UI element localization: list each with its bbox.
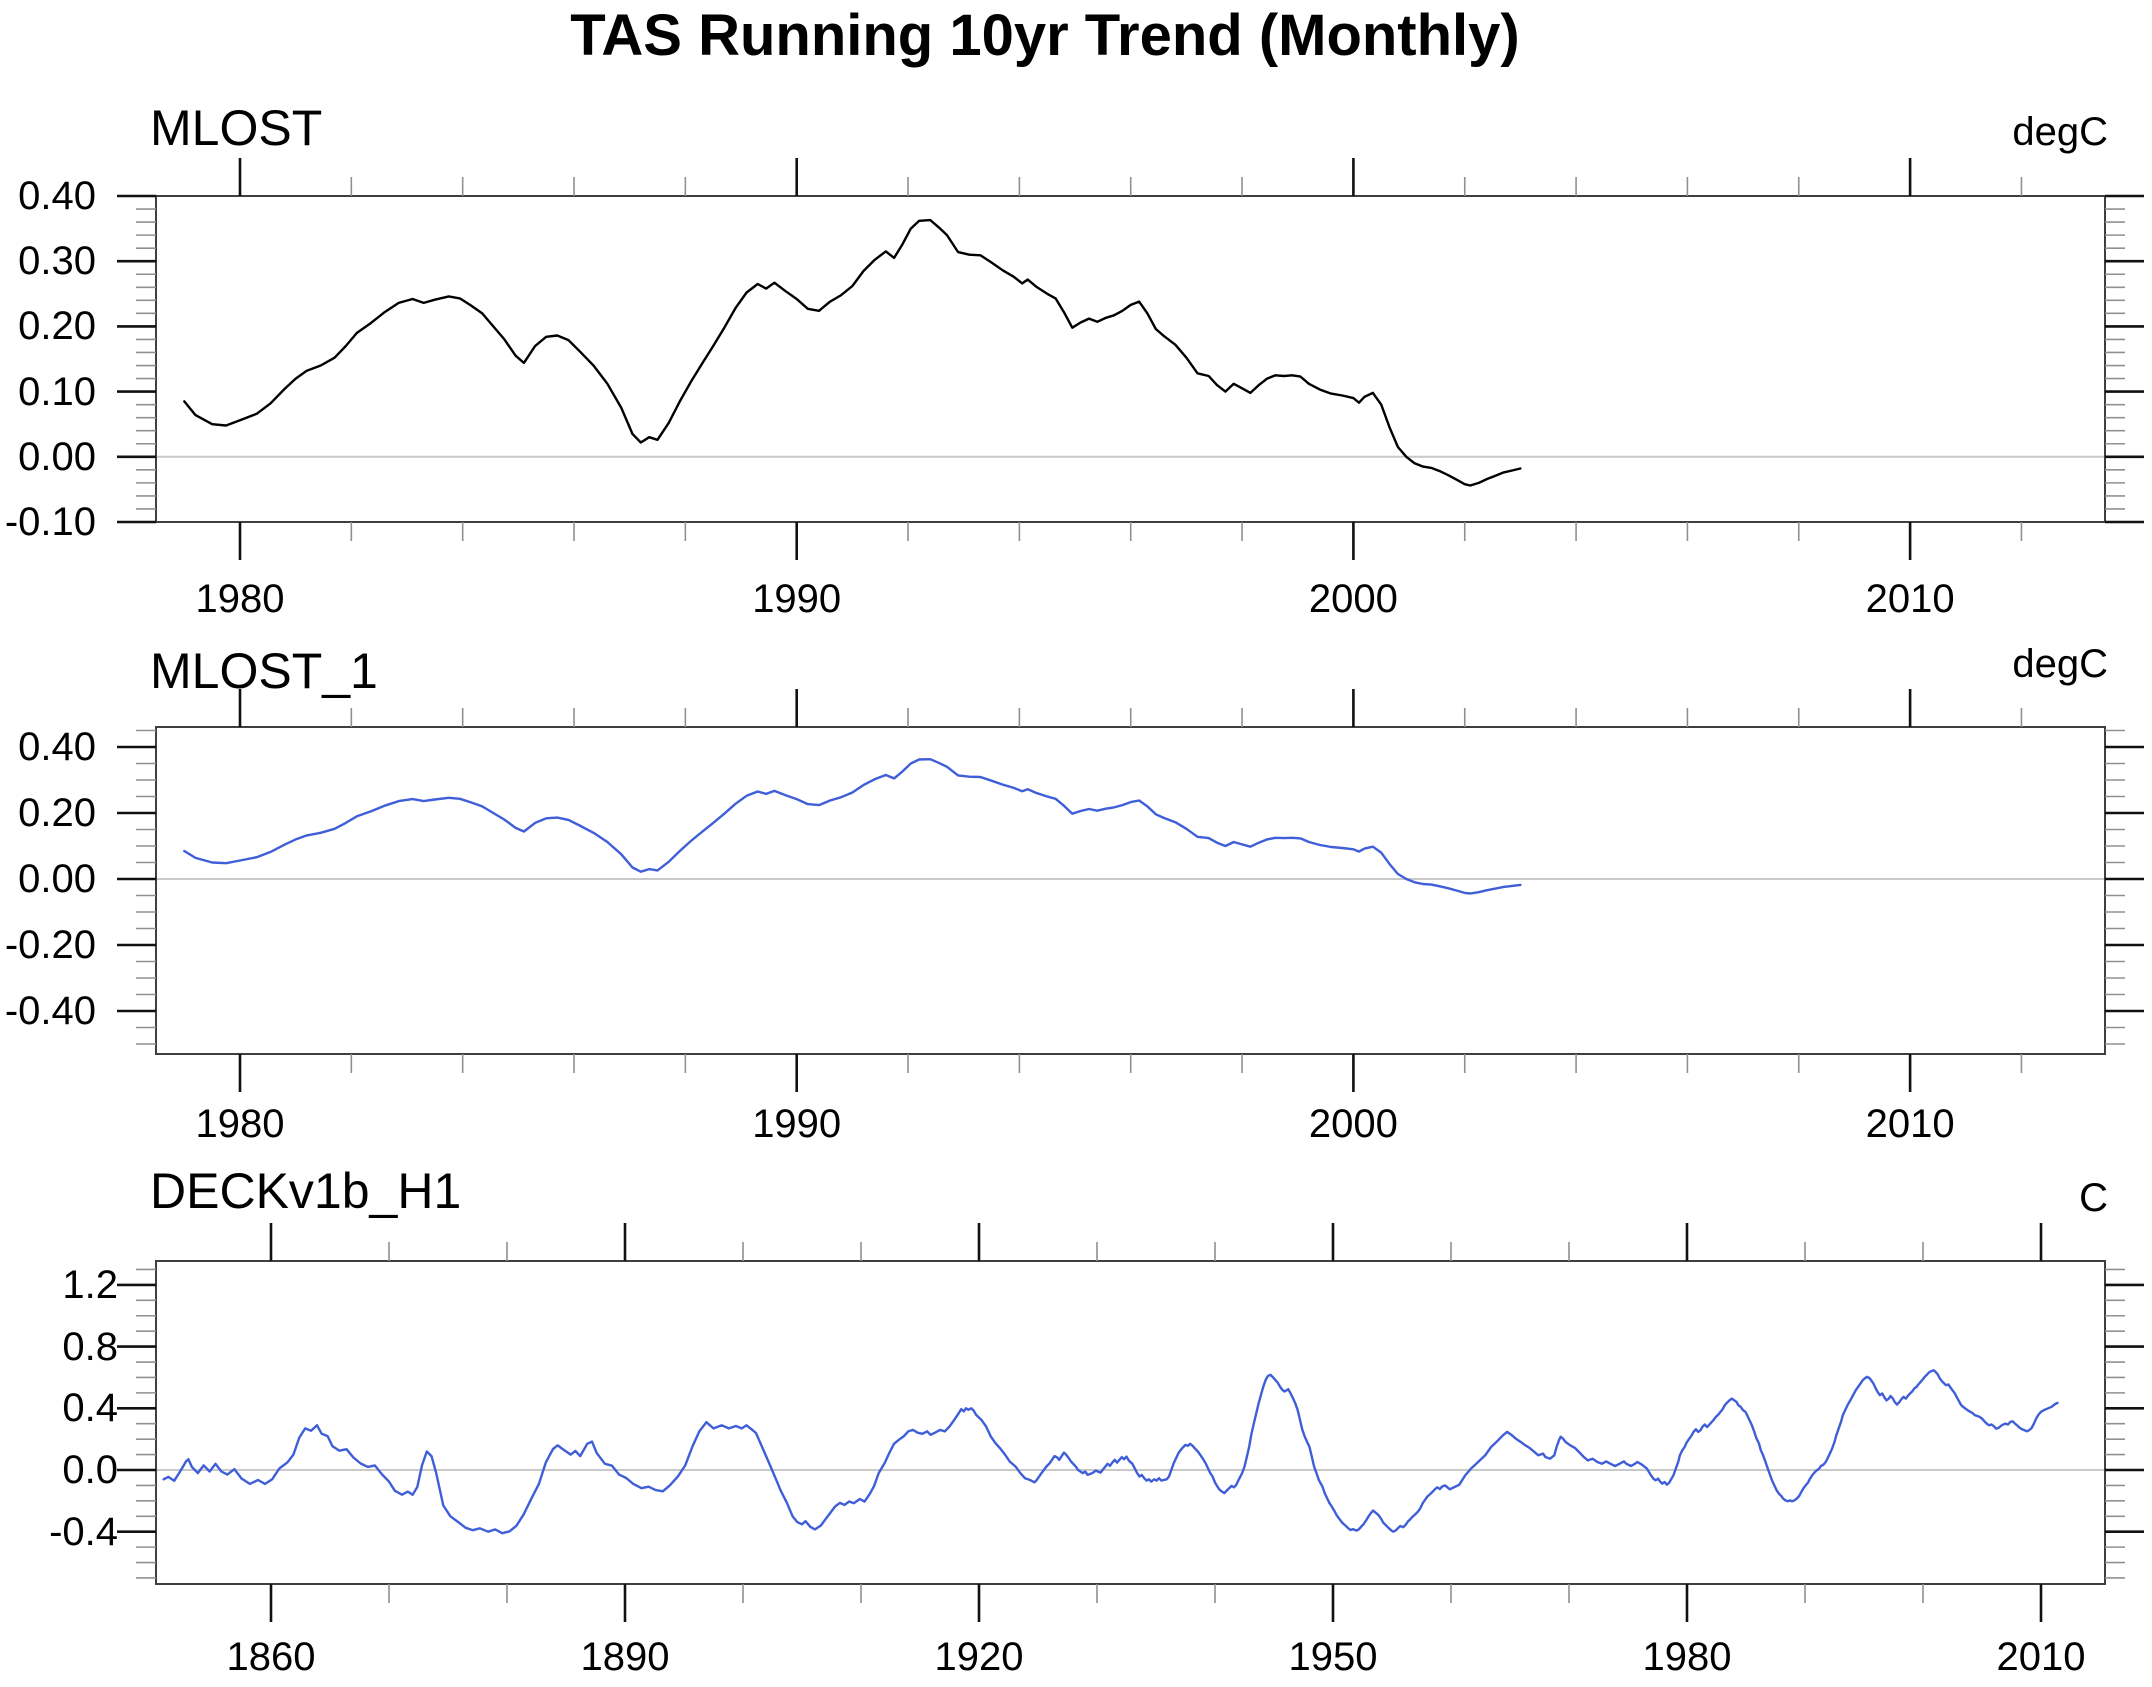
unit-label-mlost-1: degC [2012, 642, 2108, 686]
x-tick-label: 1920 [934, 1635, 1024, 1679]
panel-title-mlost-1: MLOST_1 [150, 643, 378, 699]
x-tick-label: 1950 [1288, 1635, 1378, 1679]
y-tick-label: 0.4 [62, 1386, 118, 1431]
y-tick-label: 0.10 [18, 369, 96, 414]
x-tick-label: 2000 [1308, 577, 1398, 621]
series-line-mlost [183, 218, 1522, 487]
y-tick-label: -0.10 [4, 500, 96, 544]
y-tick-label: 0.8 [62, 1324, 118, 1369]
x-tick-label: 2010 [1996, 1635, 2086, 1679]
panel-frame [155, 195, 2106, 523]
y-tick-label: -0.40 [4, 989, 96, 1033]
y-tick-label: 0.30 [18, 239, 96, 284]
y-tick-label: 0.40 [18, 725, 96, 769]
x-tick-label: 2010 [1865, 577, 1955, 621]
panel-title-deckv1b-h1: DECKv1b_H1 [150, 1163, 462, 1219]
x-tick-label: 1980 [195, 1102, 285, 1146]
y-tick-label: 0.0 [62, 1448, 118, 1492]
unit-label-deckv1b-h1: C [2079, 1176, 2108, 1220]
y-tick-label: -0.4 [49, 1509, 118, 1554]
y-tick-label: 0.00 [18, 434, 96, 479]
series-line-mlost_1 [183, 758, 1522, 895]
y-tick-label: 0.20 [18, 791, 96, 835]
y-tick-label: 1.2 [62, 1262, 118, 1307]
y-tick-label: -0.20 [4, 923, 96, 967]
y-tick-label: 0.00 [18, 857, 96, 901]
figure-title: TAS Running 10yr Trend (Monthly) [570, 3, 1520, 68]
x-tick-label: 2000 [1308, 1102, 1398, 1146]
unit-label-mlost: degC [2012, 110, 2108, 154]
x-tick-label: 1980 [195, 577, 285, 621]
x-tick-label: 1860 [226, 1635, 316, 1679]
x-tick-label: 1990 [752, 577, 842, 621]
x-tick-label: 1890 [580, 1635, 670, 1679]
x-tick-label: 1980 [1642, 1635, 1732, 1679]
series-line-deckv1b_h1 [162, 1368, 2059, 1535]
y-tick-label: 0.40 [18, 174, 96, 218]
panel-frame [155, 726, 2106, 1055]
panel-frame [155, 1260, 2106, 1585]
y-tick-label: 0.20 [18, 304, 96, 349]
x-tick-label: 2010 [1865, 1102, 1955, 1146]
x-tick-label: 1990 [752, 1102, 842, 1146]
panel-title-mlost: MLOST [150, 100, 323, 156]
